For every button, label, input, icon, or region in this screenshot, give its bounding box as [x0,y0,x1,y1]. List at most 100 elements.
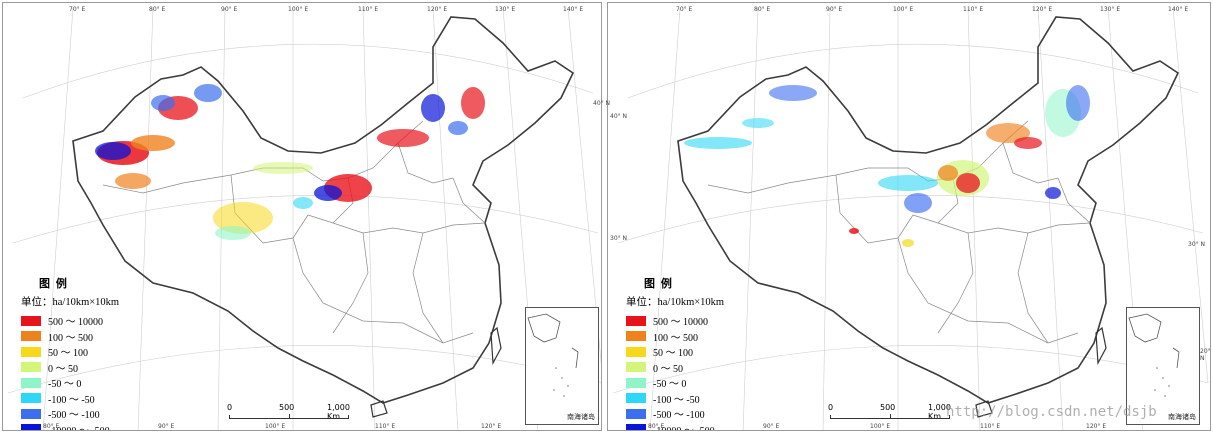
map-panel-left: 70° E 80° E 90° E 100° E 110° E 120° E 1… [2,2,602,431]
coord-label: 70° E [69,6,86,13]
legend-label: 100 ～ 500 [48,332,93,344]
coord-label: 130° E [1100,6,1121,13]
map-panel-right: 70° E 80° E 90° E 100° E 110° E 120° E 1… [607,2,1211,431]
legend-swatch [626,362,646,373]
legend-item: 0 ～ 50 [626,360,756,376]
legend-item: -10000 ～ -500 [21,422,151,430]
coord-label: 110° E [375,423,396,430]
legend-swatch [21,377,41,388]
inset-map [1128,313,1180,397]
coord-label: 110° E [358,6,379,13]
coord-label: 100° E [265,423,286,430]
coord-label: 40° N [593,100,611,107]
inset-label: 南海诸岛 [1168,413,1196,421]
legend-item: -10000 ～ -500 [626,422,756,430]
coord-label: 20° N [1200,348,1211,362]
legend-swatch [626,315,646,326]
legend-label: -500 ～ -100 [48,410,100,422]
coord-label: 120° E [427,6,448,13]
legend-item: -100 ～ -50 [626,391,756,407]
legend-swatch [21,424,41,430]
province-boundaries [707,120,1091,344]
inset-label: 南海诸岛 [567,413,595,421]
legend-swatch [626,393,646,404]
country-outline [72,16,575,404]
legend-swatch [626,424,646,430]
legend-swatch [21,408,41,419]
legend-swatch [21,315,41,326]
legend-swatch [626,377,646,388]
scale-tick [289,414,290,419]
legend-label: -100 ～ -50 [48,394,95,406]
legend-label: -10000 ～ -500 [48,422,110,430]
legend-label: 50 ～ 100 [48,348,88,360]
legend-swatch [21,393,41,404]
legend-swatch [21,362,41,373]
province-boundaries [102,120,486,344]
legend-title: 图 例 [39,277,68,290]
legend-list: 500 ～ 10000 100 ～ 500 50 ～ 100 0 ～ 50 -5… [21,313,151,430]
coord-label: 130° E [495,6,516,13]
legend-swatch [626,346,646,357]
legend-label: -100 ～ -50 [653,394,700,406]
coord-label: 100° E [288,6,309,13]
legend-item: 100 ～ 500 [626,329,756,345]
legend-item: -50 ～ 0 [21,375,151,391]
coord-label: 110° E [980,423,1001,430]
legend-label: -50 ～ 0 [48,379,82,391]
coord-label: 120° E [1086,423,1107,430]
scale-max: 1,000 Km [928,403,951,421]
taiwan-island [1095,326,1107,366]
scale-zero: 0 [227,403,233,412]
coord-label: 90° E [826,6,843,13]
legend-label: 100 ～ 500 [653,332,698,344]
coord-label: 120° E [481,423,502,430]
country-outline [677,16,1180,404]
scale-mid: 500 [279,403,295,412]
taiwan-island [490,326,502,366]
scale-mid: 500 [880,403,896,412]
coord-label: 90° E [763,423,780,430]
coord-label: 70° E [676,6,693,13]
legend-item: 50 ～ 100 [21,344,151,360]
coord-label: 100° E [893,6,914,13]
legend-label: 500 ～ 10000 [653,317,708,329]
coord-label: 120° E [1032,6,1053,13]
scale-tick [890,414,891,419]
legend-label: 50 ～ 100 [653,348,693,360]
legend-label: 0 ～ 50 [653,363,683,375]
legend-item: 100 ～ 500 [21,329,151,345]
legend: 图 例 单位：ha/10km×10km 500 ～ 10000 100 ～ 50… [626,275,756,430]
scale-bar: 0 500 1,000 Km [227,403,350,425]
legend-item: 500 ～ 10000 [21,313,151,329]
coord-label: 80° E [754,6,771,13]
legend-swatch [21,346,41,357]
legend-item: -100 ～ -50 [21,391,151,407]
legend-swatch [626,408,646,419]
coord-label: 90° E [158,423,175,430]
south-china-sea-inset: 南海诸岛 [1126,307,1200,425]
watermark: http://blog.csdn.net/dsjb [946,404,1157,420]
coord-label: 80° E [43,423,60,430]
coord-label: 40° N [610,113,628,120]
legend-item: -500 ～ -100 [21,406,151,422]
change-clusters-left [95,84,485,240]
change-clusters-right [684,85,1090,247]
scale-bar: 0 500 1,000 Km [828,403,951,425]
legend-label: -500 ～ -100 [653,410,705,422]
scale-max: 1,000 Km [327,403,350,421]
legend-item: 50 ～ 100 [626,344,756,360]
coord-label: 140° E [563,6,584,13]
legend-item: 500 ～ 10000 [626,313,756,329]
coord-label: 80° E [648,423,665,430]
legend-item: -500 ～ -100 [626,406,756,422]
coord-label: 140° E [1168,6,1189,13]
legend-unit: 单位：ha/10km×10km [626,297,725,308]
coord-label: 30° N [610,235,628,242]
coord-label: 100° E [870,423,891,430]
coord-label: 80° E [149,6,166,13]
legend-label: 500 ～ 10000 [48,317,103,329]
legend-swatch [626,331,646,342]
inset-map [527,313,579,397]
scale-zero: 0 [828,403,834,412]
